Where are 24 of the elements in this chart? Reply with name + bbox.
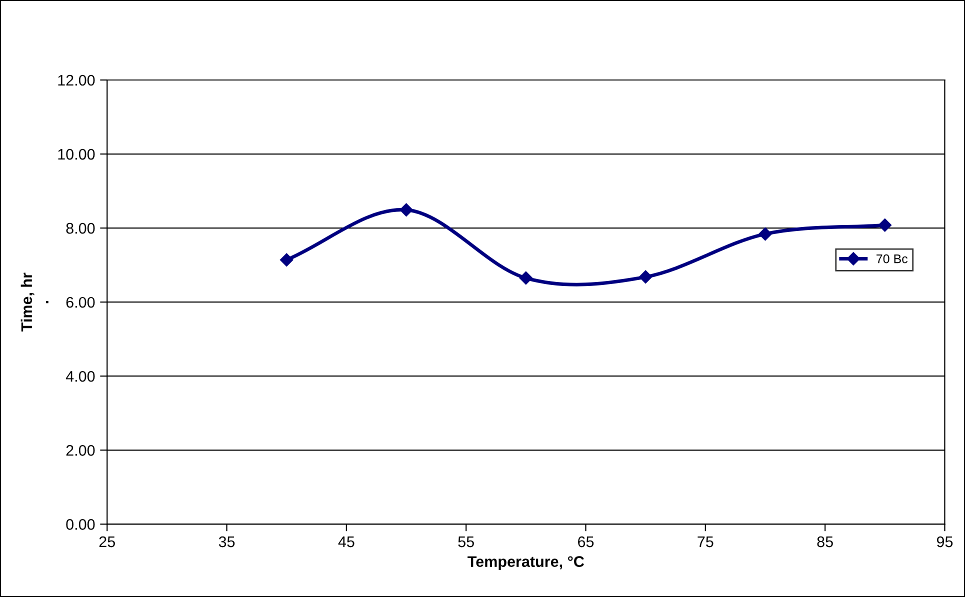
y-tick-label: 6.00 bbox=[66, 296, 95, 308]
x-axis-title: Temperature, °C bbox=[468, 556, 584, 570]
x-tick-label: 95 bbox=[936, 536, 953, 548]
x-tick-label: 85 bbox=[817, 536, 833, 548]
x-tick-label: 25 bbox=[99, 536, 115, 548]
point bbox=[638, 270, 652, 284]
y-tick-label: 10.00 bbox=[58, 148, 95, 160]
legend-label: 70 Bc bbox=[876, 254, 908, 264]
point bbox=[758, 227, 772, 241]
point bbox=[280, 253, 294, 266]
y-tick-label: 2.00 bbox=[66, 445, 95, 456]
x-tick-label: 75 bbox=[698, 536, 714, 548]
point bbox=[400, 203, 413, 217]
y-axis-title: Time, hr . bbox=[20, 272, 48, 332]
x-tick-label: 65 bbox=[578, 536, 594, 548]
y-tick-label: 8.00 bbox=[66, 222, 95, 234]
point bbox=[878, 218, 892, 232]
point bbox=[519, 271, 533, 285]
x-tick-label: 35 bbox=[218, 536, 235, 548]
x-tick-label: 45 bbox=[338, 536, 354, 548]
y-tick-label: 4.00 bbox=[66, 370, 95, 382]
y-tick-label: 0.00 bbox=[66, 519, 95, 530]
x-tick-label: 55 bbox=[458, 536, 474, 548]
y-tick-label: 12.00 bbox=[58, 74, 95, 86]
